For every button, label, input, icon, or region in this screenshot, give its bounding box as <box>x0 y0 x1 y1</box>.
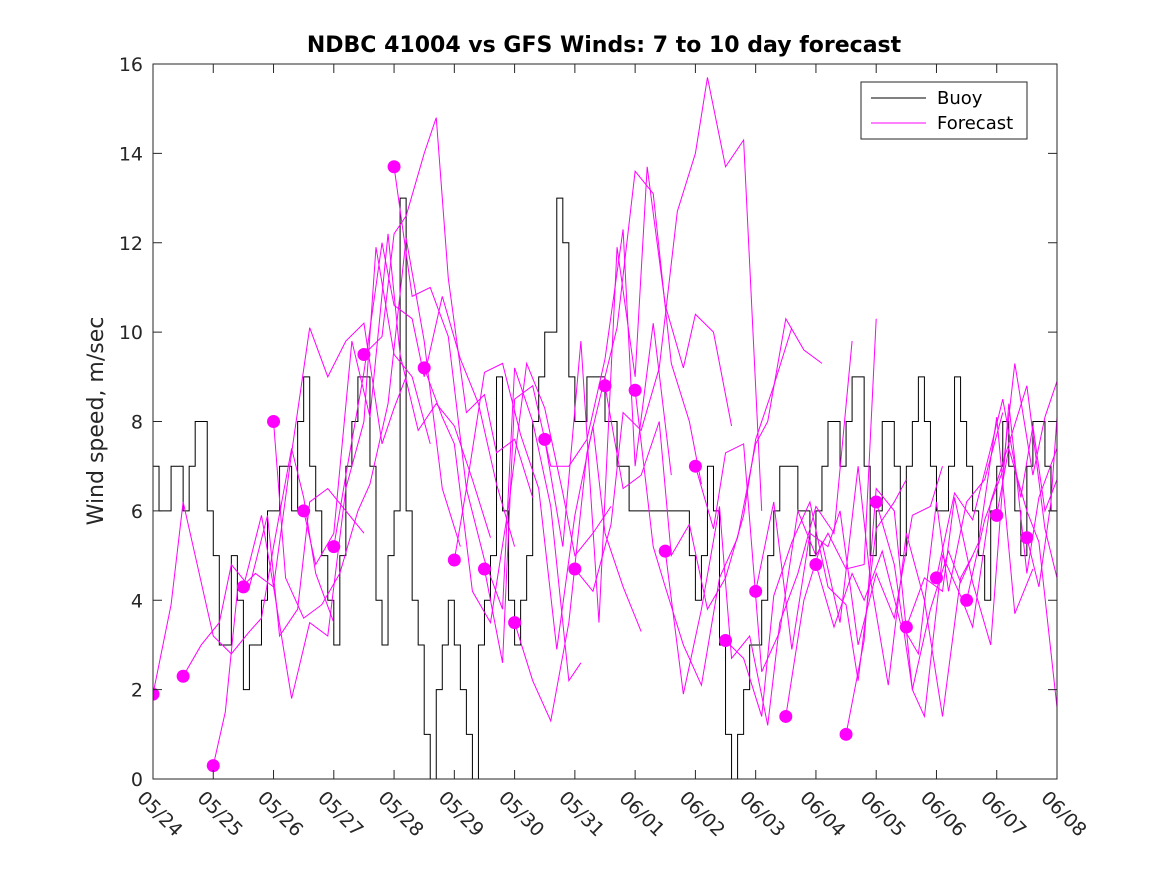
legend: Buoy Forecast <box>860 81 1028 140</box>
forecast-marker-13 <box>508 616 522 630</box>
forecast-series-line-11 <box>453 362 642 650</box>
forecast-series-line-13 <box>514 170 702 723</box>
y-tick-label: 14 <box>119 143 143 165</box>
forecast-series-line-12 <box>483 229 672 663</box>
forecast-series-line-17 <box>634 317 823 687</box>
forecast-marker-27 <box>929 571 943 585</box>
y-tick-label: 12 <box>119 233 143 255</box>
forecast-series-line-15 <box>574 77 763 593</box>
legend-label-1: Buoy <box>937 88 983 109</box>
forecast-marker-2 <box>176 669 190 683</box>
forecast-series-line-10 <box>423 361 612 625</box>
y-axis-label: Wind speed, m/sec <box>84 317 109 526</box>
forecast-series-line-25 <box>875 385 1057 719</box>
forecast-marker-10 <box>417 361 431 375</box>
y-tick-label: 0 <box>131 769 143 791</box>
forecast-marker-29 <box>990 508 1004 522</box>
forecast-series-line-22 <box>785 466 974 717</box>
forecast-marker-1 <box>153 687 160 701</box>
y-tick-label: 4 <box>131 590 143 612</box>
forecast-series-line-8 <box>363 117 534 498</box>
forecast-series-line-4 <box>242 247 431 699</box>
forecast-marker-19 <box>688 459 702 473</box>
forecast-series-line-9 <box>393 166 582 683</box>
forecast-series-line-1 <box>153 448 335 695</box>
forecast-series-line-19 <box>694 318 877 672</box>
forecast-marker-28 <box>960 593 974 607</box>
forecast-series-line-3 <box>212 322 407 766</box>
forecast-marker-30 <box>1020 531 1034 545</box>
forecast-marker-24 <box>839 727 853 741</box>
forecast-marker-6 <box>297 504 311 518</box>
forecast-marker-25 <box>869 495 883 509</box>
forecast-marker-7 <box>327 540 341 554</box>
forecast-series-line-30 <box>1026 416 1057 587</box>
forecast-marker-3 <box>206 759 220 773</box>
forecast-marker-21 <box>749 584 763 598</box>
forecast-marker-12 <box>477 562 491 576</box>
forecast-series-line-21 <box>755 466 943 650</box>
forecast-marker-23 <box>809 558 823 571</box>
y-tick-label: 6 <box>131 501 143 523</box>
buoy-series-line <box>153 197 1057 779</box>
forecast-series-line-14 <box>544 166 733 623</box>
forecast-marker-14 <box>538 432 552 446</box>
forecast-marker-5 <box>267 415 281 428</box>
legend-label-2: Forecast <box>937 113 1013 134</box>
forecast-marker-20 <box>719 633 733 647</box>
chart-title: NDBC 41004 vs GFS Winds: 7 to 10 day for… <box>307 33 902 58</box>
plot-area <box>153 77 1057 779</box>
forecast-series-line-7 <box>333 242 516 547</box>
forecast-marker-16 <box>598 379 612 393</box>
forecast-marker-22 <box>779 709 793 723</box>
y-tick-label: 10 <box>119 322 143 344</box>
forecast-marker-26 <box>899 620 913 634</box>
forecast-series-line-23 <box>815 412 1004 656</box>
forecast-marker-17 <box>628 383 642 397</box>
forecast-series-line-16 <box>604 327 793 611</box>
forecast-marker-11 <box>447 553 461 567</box>
forecast-series-line-18 <box>664 341 853 726</box>
forecast-marker-18 <box>658 544 672 558</box>
forecast-series-line-2 <box>182 487 365 677</box>
forecast-marker-4 <box>236 580 250 594</box>
y-tick-label: 16 <box>119 54 143 76</box>
forecast-marker-9 <box>387 160 401 174</box>
forecast-series-line-28 <box>966 363 1057 601</box>
forecast-series-line-6 <box>303 233 491 566</box>
forecast-series-line-27 <box>935 399 1057 579</box>
forecast-series-line-20 <box>725 479 907 717</box>
y-tick-label: 8 <box>131 412 143 434</box>
legend-box <box>860 81 1028 140</box>
y-tick-label: 2 <box>131 680 143 702</box>
forecast-series-line-29 <box>996 448 1057 708</box>
forecast-marker-15 <box>568 562 582 576</box>
forecast-marker-8 <box>357 347 371 361</box>
